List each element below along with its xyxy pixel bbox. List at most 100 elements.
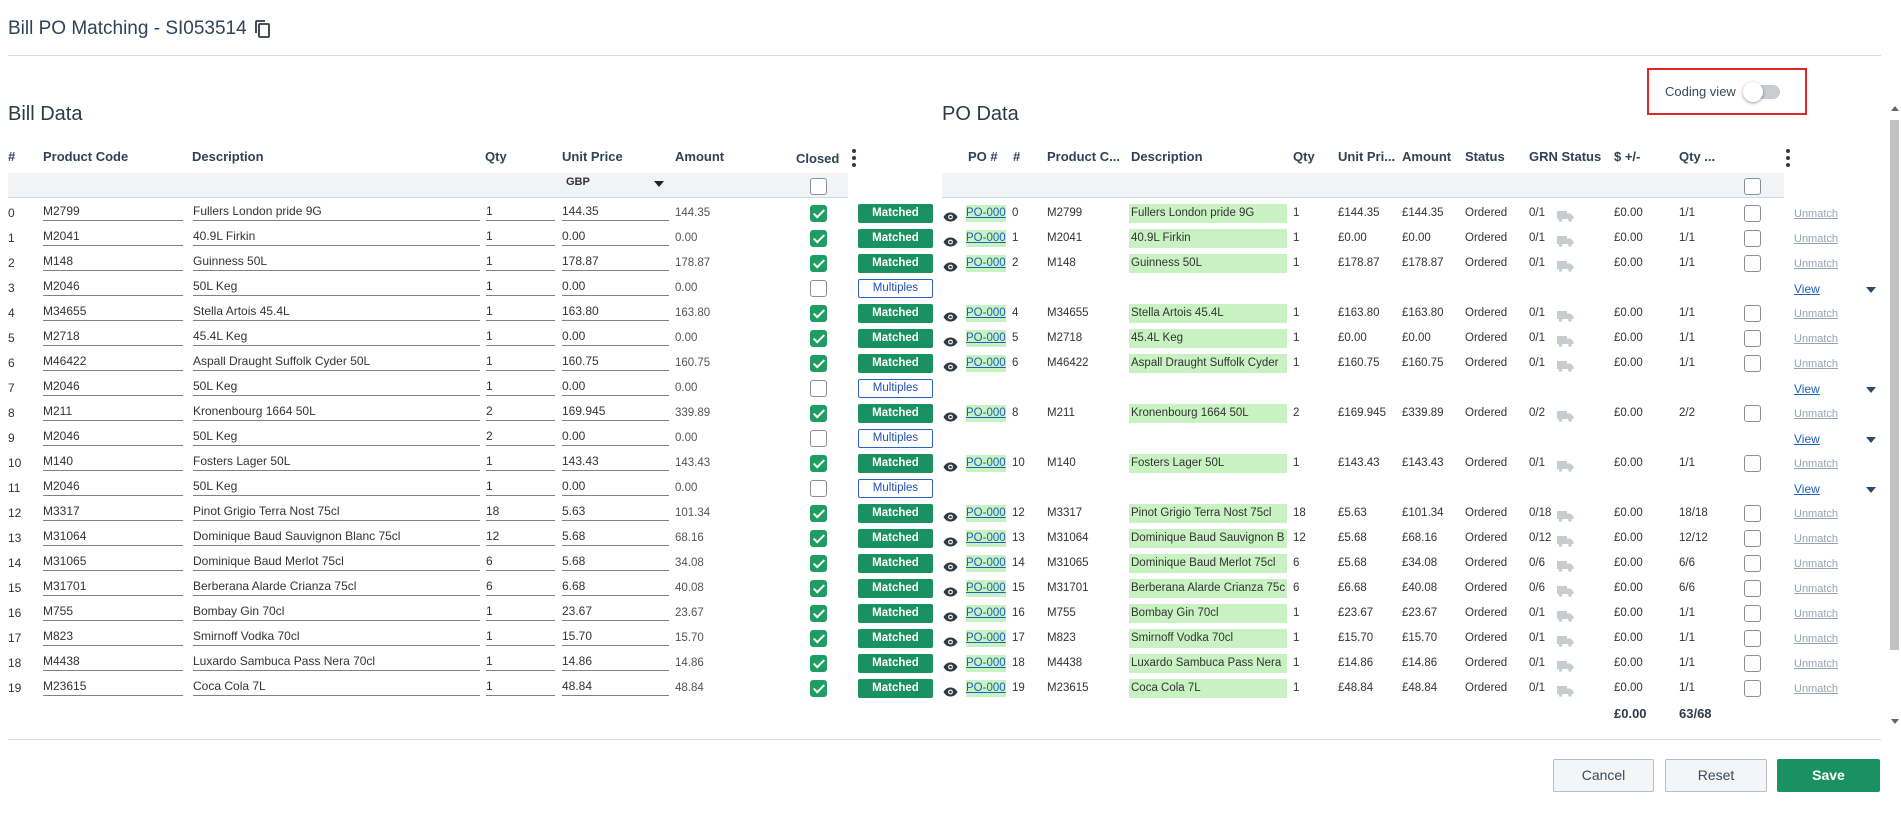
po-row-checkbox[interactable] [1744,255,1761,272]
match-status-badge[interactable]: Matched [858,529,933,548]
eye-icon[interactable] [943,209,958,222]
closed-checkbox[interactable] [810,205,827,222]
bill-description-field[interactable]: Fosters Lager 50L [193,454,480,471]
unmatch-link[interactable]: Unmatch [1794,608,1839,620]
closed-checkbox[interactable] [810,230,827,247]
bill-qty-field[interactable]: 2 [486,429,555,446]
eye-icon[interactable] [943,359,958,372]
bill-product-code-field[interactable]: M3317 [43,504,183,521]
bill-unit-price-field[interactable]: 0.00 [562,229,669,246]
bill-description-field[interactable]: 50L Keg [193,279,480,296]
bill-unit-price-field[interactable]: 144.35 [562,204,669,221]
match-status-badge[interactable]: Matched [858,604,933,623]
eye-icon[interactable] [943,309,958,322]
chevron-down-icon[interactable] [1866,287,1876,293]
bill-product-code-field[interactable]: M46422 [43,354,183,371]
unmatch-link[interactable]: Unmatch [1794,233,1839,245]
bill-description-field[interactable]: 50L Keg [193,429,480,446]
po-row-checkbox[interactable] [1744,580,1761,597]
po-row-checkbox[interactable] [1744,205,1761,222]
currency-select[interactable]: GBP [560,176,668,194]
save-button[interactable]: Save [1777,759,1880,792]
po-number-link[interactable]: PO-000 [966,680,1006,697]
bill-description-field[interactable]: Dominique Baud Merlot 75cl [193,554,480,571]
match-status-badge[interactable]: Matched [858,354,933,373]
bill-qty-field[interactable]: 1 [486,479,555,496]
po-number-link[interactable]: PO-000 [966,205,1006,222]
bill-description-field[interactable]: Luxardo Sambuca Pass Nera 70cl [193,654,480,671]
po-number-link[interactable]: PO-000 [966,355,1006,372]
po-row-checkbox[interactable] [1744,680,1761,697]
bill-qty-field[interactable]: 1 [486,604,555,621]
view-link[interactable]: View [1794,382,1820,396]
bill-unit-price-field[interactable]: 15.70 [562,629,669,646]
po-row-checkbox[interactable] [1744,555,1761,572]
eye-icon[interactable] [943,409,958,422]
bill-unit-price-field[interactable]: 143.43 [562,454,669,471]
view-link[interactable]: View [1794,282,1820,296]
eye-icon[interactable] [943,459,958,472]
po-col-qty-ratio[interactable]: Qty ... [1679,149,1716,164]
match-status-badge[interactable]: Multiples [858,379,933,398]
bill-description-field[interactable]: 45.4L Keg [193,329,480,346]
po-row-checkbox[interactable] [1744,655,1761,672]
bill-qty-field[interactable]: 1 [486,329,555,346]
match-status-badge[interactable]: Matched [858,654,933,673]
bill-unit-price-field[interactable]: 163.80 [562,304,669,321]
po-row-checkbox[interactable] [1744,630,1761,647]
po-number-link[interactable]: PO-000 [966,230,1006,247]
po-col-status[interactable]: Status [1465,149,1505,164]
bill-qty-field[interactable]: 1 [486,679,555,696]
po-select-all-checkbox[interactable] [1744,178,1761,195]
match-status-badge[interactable]: Matched [858,679,933,698]
bill-unit-price-field[interactable]: 169.945 [562,404,669,421]
bill-description-field[interactable]: Coca Cola 7L [193,679,480,696]
bill-product-code-field[interactable]: M2046 [43,279,183,296]
bill-product-code-field[interactable]: M148 [43,254,183,271]
bill-description-field[interactable]: Bombay Gin 70cl [193,604,480,621]
bill-product-code-field[interactable]: M211 [43,404,183,421]
match-status-badge[interactable]: Matched [858,304,933,323]
unmatch-link[interactable]: Unmatch [1794,208,1839,220]
scrollbar-thumb[interactable] [1890,120,1899,650]
scroll-down-icon[interactable] [1891,719,1899,724]
unmatch-link[interactable]: Unmatch [1794,358,1839,370]
bill-description-field[interactable]: Pinot Grigio Terra Nost 75cl [193,504,480,521]
bill-col-description[interactable]: Description [192,149,264,164]
unmatch-link[interactable]: Unmatch [1794,258,1839,270]
scroll-up-icon[interactable] [1891,106,1899,111]
bill-description-field[interactable]: 50L Keg [193,379,480,396]
unmatch-link[interactable]: Unmatch [1794,408,1839,420]
view-link[interactable]: View [1794,482,1820,496]
bill-qty-field[interactable]: 12 [486,529,555,546]
match-status-badge[interactable]: Matched [858,404,933,423]
po-number-link[interactable]: PO-000 [966,555,1006,572]
match-status-badge[interactable]: Matched [858,454,933,473]
bill-product-code-field[interactable]: M823 [43,629,183,646]
match-status-badge[interactable]: Multiples [858,279,933,298]
po-row-checkbox[interactable] [1744,605,1761,622]
bill-product-code-field[interactable]: M2046 [43,479,183,496]
chevron-down-icon[interactable] [1866,487,1876,493]
bill-col-amount[interactable]: Amount [675,149,725,164]
reset-button[interactable]: Reset [1665,759,1767,792]
bill-unit-price-field[interactable]: 0.00 [562,429,669,446]
bill-description-field[interactable]: Smirnoff Vodka 70cl [193,629,480,646]
eye-icon[interactable] [943,609,958,622]
po-number-link[interactable]: PO-000 [966,630,1006,647]
bill-product-code-field[interactable]: M31065 [43,554,183,571]
bill-qty-field[interactable]: 2 [486,404,555,421]
po-col-description[interactable]: Description [1131,149,1203,164]
po-col-num[interactable]: # [1013,149,1021,164]
closed-checkbox[interactable] [810,280,827,297]
coding-view-toggle[interactable] [1742,81,1780,102]
closed-checkbox[interactable] [810,355,827,372]
closed-checkbox[interactable] [810,605,827,622]
unmatch-link[interactable]: Unmatch [1794,533,1839,545]
closed-checkbox[interactable] [810,305,827,322]
po-col-qty[interactable]: Qty [1293,149,1315,164]
po-number-link[interactable]: PO-000 [966,255,1006,272]
po-number-link[interactable]: PO-000 [966,530,1006,547]
po-col-amount[interactable]: Amount [1402,149,1452,164]
po-row-checkbox[interactable] [1744,505,1761,522]
